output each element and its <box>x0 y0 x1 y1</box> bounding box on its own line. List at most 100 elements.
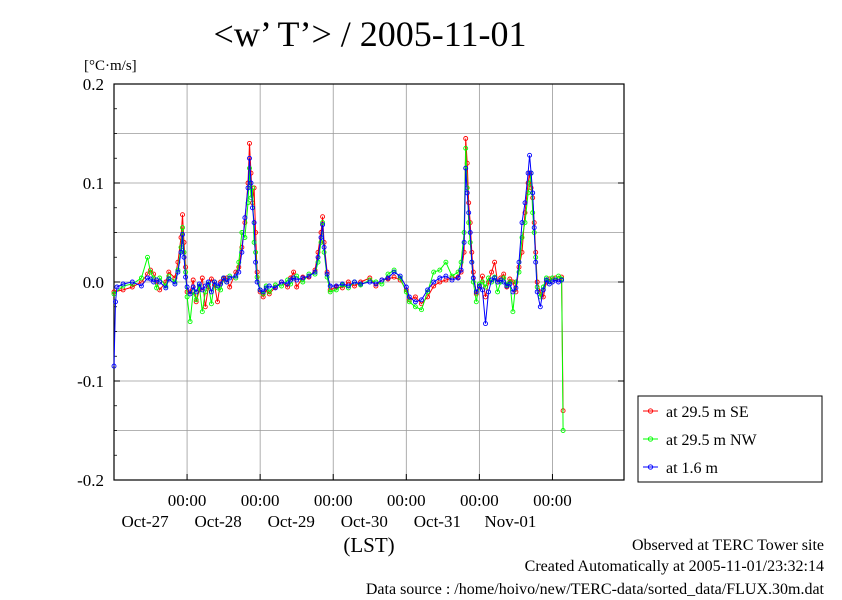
data-point <box>114 284 120 290</box>
data-point <box>193 297 199 303</box>
data-point <box>321 244 327 250</box>
footer-observed: Observed at TERC Tower site <box>631 537 824 554</box>
data-point <box>113 299 118 305</box>
data-point <box>221 275 227 281</box>
data-point <box>443 259 449 265</box>
data-point <box>154 285 160 291</box>
data-point <box>479 287 485 293</box>
data-point <box>196 281 202 287</box>
data-point <box>212 279 217 285</box>
data-point <box>473 289 479 295</box>
legend-swatch-marker <box>647 464 654 470</box>
data-point <box>294 284 300 290</box>
data-point <box>530 190 536 196</box>
legend-swatch-marker <box>647 408 654 414</box>
data-point <box>254 279 260 285</box>
series-2 <box>111 145 566 433</box>
data-point <box>431 269 437 275</box>
data-point <box>251 239 257 245</box>
data-point <box>464 190 470 196</box>
data-point <box>483 284 488 290</box>
data-point <box>233 273 239 279</box>
data-point <box>172 281 178 287</box>
data-point <box>266 289 272 295</box>
x-tick-date-label: Oct-27 <box>121 512 169 531</box>
data-point <box>242 215 248 221</box>
data-point <box>345 283 351 289</box>
data-point <box>180 212 185 218</box>
data-point <box>120 281 126 287</box>
x-tick-time-label: 00:00 <box>314 491 353 510</box>
data-point <box>486 289 491 295</box>
data-point <box>193 289 199 295</box>
data-point <box>166 276 172 282</box>
data-point <box>285 281 291 287</box>
data-point <box>412 294 418 300</box>
data-point <box>479 273 485 279</box>
data-point <box>272 282 278 288</box>
data-point <box>513 285 519 291</box>
grid-layer <box>114 84 624 480</box>
data-point <box>367 279 373 285</box>
data-point <box>461 239 467 245</box>
data-point <box>260 294 266 300</box>
data-point <box>224 279 230 285</box>
data-point <box>184 284 190 290</box>
data-point <box>425 287 431 293</box>
data-point <box>379 277 385 283</box>
data-point <box>138 283 144 289</box>
footer-source: Data source : /home/hoivo/new/TERC-data/… <box>365 581 824 598</box>
data-point <box>272 285 278 291</box>
data-point <box>559 277 565 283</box>
data-point <box>250 205 255 211</box>
data-point <box>247 155 252 161</box>
data-point <box>556 273 561 279</box>
data-point <box>218 287 224 293</box>
data-point <box>437 267 443 273</box>
data-point <box>391 269 397 275</box>
series-3 <box>111 152 565 369</box>
data-point <box>248 180 254 186</box>
axis-layer: 0.2 0.1 0.0 -0.1 -0.2 00:00 Oct-27 00:00 Oct-28 0… <box>77 58 625 557</box>
data-point <box>483 321 488 327</box>
data-point <box>397 273 403 279</box>
x-tick-date-label: Oct-31 <box>414 512 461 531</box>
data-point <box>239 249 245 255</box>
data-point <box>492 259 498 265</box>
data-point <box>291 269 297 275</box>
data-point <box>183 274 189 280</box>
data-point <box>157 279 163 285</box>
data-point <box>327 283 333 289</box>
data-point <box>111 363 117 369</box>
x-tick-date-label: Oct-30 <box>341 512 388 531</box>
data-point <box>385 275 391 281</box>
legend-label: at 1.6 m <box>666 460 719 477</box>
data-point <box>148 269 153 275</box>
chart-title: <w’ T’> / 2005-11-01 <box>213 14 527 54</box>
data-point <box>516 269 522 275</box>
data-point <box>534 289 540 295</box>
data-point <box>327 289 333 295</box>
data-point <box>530 210 536 216</box>
data-point <box>522 220 528 226</box>
data-point <box>253 259 259 265</box>
data-point <box>403 284 409 290</box>
y-tick-label: -0.1 <box>77 372 104 391</box>
series-1 <box>111 136 566 414</box>
data-point <box>218 281 224 287</box>
data-point <box>138 275 144 281</box>
data-point <box>285 284 291 290</box>
series-line <box>113 138 564 411</box>
data-point <box>431 279 437 285</box>
data-point <box>312 269 318 275</box>
x-tick-time-label: 00:00 <box>533 491 572 510</box>
data-point <box>300 275 306 281</box>
data-point <box>180 232 185 237</box>
data-point <box>455 275 461 281</box>
data-point <box>175 269 181 275</box>
data-point <box>419 307 424 313</box>
data-point <box>352 279 357 285</box>
data-point <box>510 289 516 295</box>
data-point <box>166 273 172 279</box>
